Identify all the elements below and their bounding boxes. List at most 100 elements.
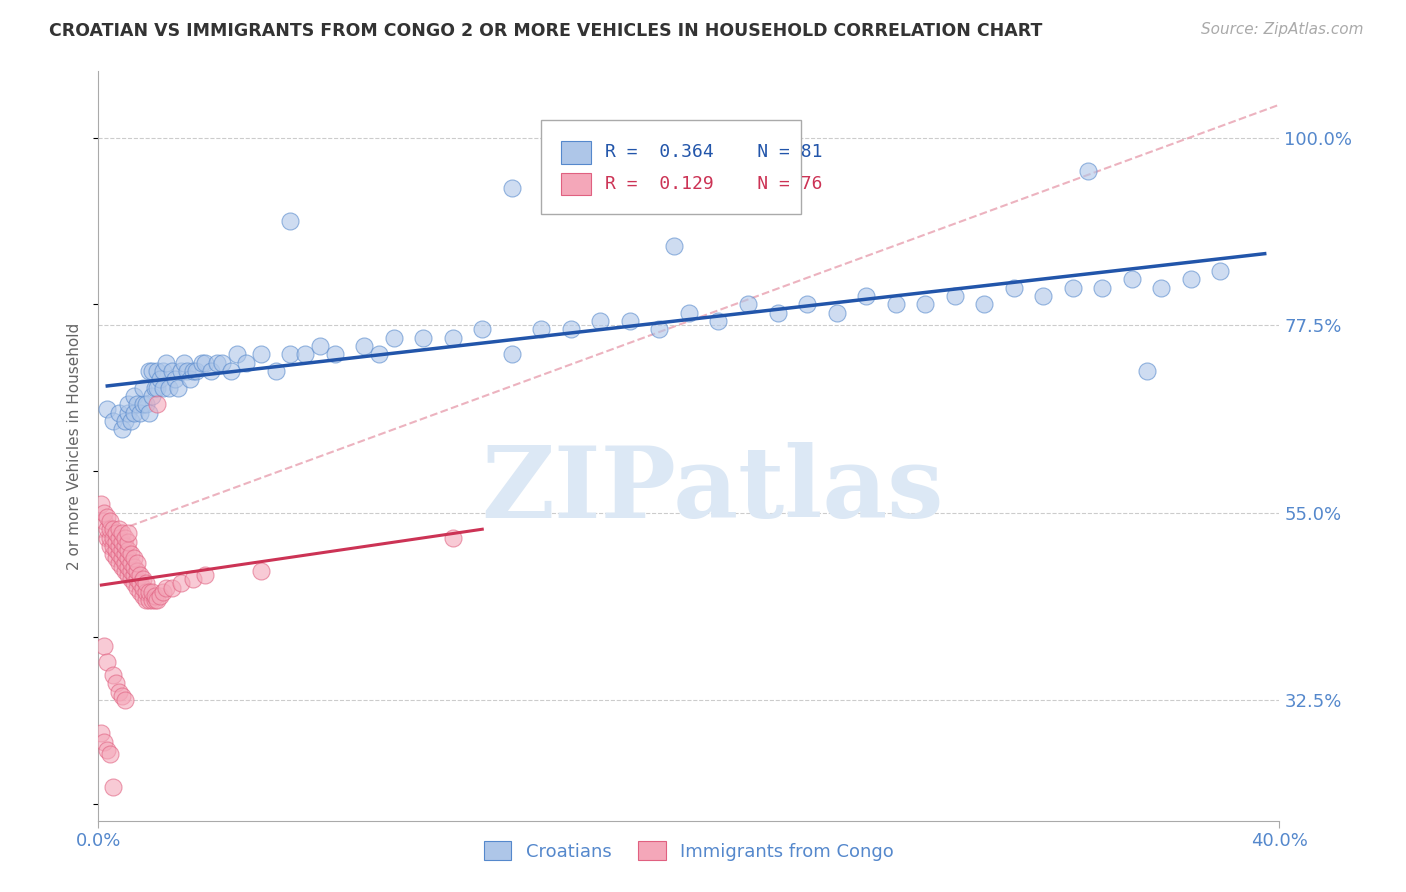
Point	[103, 414, 125, 428]
Point	[120, 414, 142, 428]
Point	[737, 297, 759, 311]
Point	[152, 584, 174, 599]
Point	[678, 306, 700, 320]
Point	[125, 564, 148, 578]
Point	[117, 543, 139, 558]
Point	[1062, 281, 1084, 295]
Text: R =  0.364    N = 81: R = 0.364 N = 81	[605, 144, 823, 161]
Point	[105, 534, 128, 549]
Point	[108, 406, 131, 420]
Point	[170, 576, 193, 591]
Point	[368, 347, 391, 361]
Point	[98, 747, 121, 761]
Point	[294, 347, 316, 361]
Point	[1032, 289, 1054, 303]
Point	[884, 297, 907, 311]
Point	[122, 568, 145, 582]
Point	[120, 556, 142, 570]
Point	[114, 414, 136, 428]
Point	[152, 381, 174, 395]
Point	[103, 522, 125, 536]
Legend: Croatians, Immigrants from Congo: Croatians, Immigrants from Congo	[477, 834, 901, 868]
Point	[589, 314, 612, 328]
Point	[135, 397, 157, 411]
Point	[96, 522, 118, 536]
FancyBboxPatch shape	[541, 120, 801, 214]
Point	[93, 506, 115, 520]
Point	[93, 639, 115, 653]
Point	[96, 656, 118, 670]
Point	[122, 551, 145, 566]
Point	[105, 676, 128, 690]
Point	[149, 589, 172, 603]
Point	[560, 322, 582, 336]
Point	[221, 364, 243, 378]
Point	[125, 556, 148, 570]
Point	[280, 214, 302, 228]
Point	[973, 297, 995, 311]
Point	[98, 514, 121, 528]
Point	[143, 593, 166, 607]
Point	[108, 547, 131, 561]
Point	[135, 584, 157, 599]
Point	[382, 331, 405, 345]
Point	[194, 356, 217, 370]
Point	[105, 551, 128, 566]
Point	[120, 547, 142, 561]
Point	[128, 584, 150, 599]
Point	[264, 364, 287, 378]
Point	[111, 526, 134, 541]
Point	[120, 564, 142, 578]
Point	[179, 372, 201, 386]
Point	[211, 356, 233, 370]
Point	[530, 322, 553, 336]
Point	[1121, 272, 1143, 286]
Point	[111, 543, 134, 558]
Point	[146, 364, 169, 378]
Point	[117, 559, 139, 574]
Point	[135, 593, 157, 607]
Point	[114, 547, 136, 561]
Point	[141, 584, 163, 599]
Point	[98, 531, 121, 545]
Point	[138, 584, 160, 599]
Point	[155, 356, 177, 370]
Point	[194, 568, 217, 582]
Point	[162, 581, 183, 595]
Text: ZIPatlas: ZIPatlas	[481, 442, 943, 540]
Text: CROATIAN VS IMMIGRANTS FROM CONGO 2 OR MORE VEHICLES IN HOUSEHOLD CORRELATION CH: CROATIAN VS IMMIGRANTS FROM CONGO 2 OR M…	[49, 22, 1043, 40]
Point	[117, 406, 139, 420]
Point	[90, 497, 112, 511]
Point	[125, 397, 148, 411]
Point	[103, 539, 125, 553]
Point	[128, 576, 150, 591]
Point	[181, 572, 204, 586]
Point	[141, 364, 163, 378]
Point	[280, 347, 302, 361]
Point	[111, 551, 134, 566]
Point	[122, 406, 145, 420]
Point	[1077, 164, 1099, 178]
Point	[501, 347, 523, 361]
Point	[98, 522, 121, 536]
Point	[855, 289, 877, 303]
Point	[93, 514, 115, 528]
Point	[235, 356, 257, 370]
Point	[176, 364, 198, 378]
Point	[157, 381, 180, 395]
Point	[648, 322, 671, 336]
Point	[353, 339, 375, 353]
Point	[114, 564, 136, 578]
Point	[111, 534, 134, 549]
Point	[141, 389, 163, 403]
Point	[138, 593, 160, 607]
Text: R =  0.129    N = 76: R = 0.129 N = 76	[605, 175, 823, 193]
Point	[1209, 264, 1232, 278]
Point	[111, 689, 134, 703]
Point	[146, 381, 169, 395]
Point	[117, 397, 139, 411]
Point	[200, 364, 222, 378]
Point	[205, 356, 228, 370]
Point	[108, 531, 131, 545]
Point	[1136, 364, 1159, 378]
